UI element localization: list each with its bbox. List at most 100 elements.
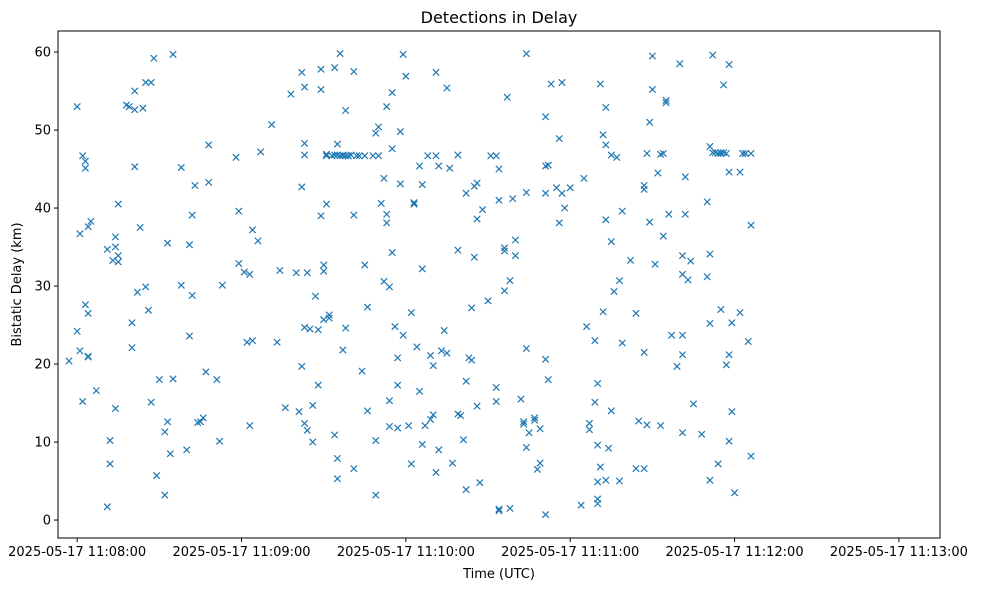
data-point <box>602 476 610 484</box>
data-point <box>292 269 300 277</box>
data-point <box>640 185 648 193</box>
data-point <box>394 424 402 432</box>
data-point <box>722 361 730 369</box>
data-point <box>651 260 659 268</box>
data-point <box>717 305 725 314</box>
data-point <box>432 68 440 76</box>
data-point <box>678 331 687 339</box>
data-point <box>426 415 435 424</box>
data-point <box>322 200 331 208</box>
data-point <box>87 217 95 225</box>
data-point <box>111 243 120 251</box>
data-point <box>454 151 462 159</box>
data-point <box>188 211 196 219</box>
data-point <box>541 355 550 364</box>
data-point <box>665 210 673 218</box>
data-point <box>632 464 640 473</box>
data-point <box>161 428 169 436</box>
y-tick-label: 60 <box>34 46 51 61</box>
data-point <box>602 216 610 224</box>
data-point <box>722 149 730 158</box>
data-point <box>566 184 574 192</box>
data-point <box>150 54 158 62</box>
data-point <box>667 331 676 339</box>
data-point <box>352 152 361 160</box>
data-point <box>678 429 687 437</box>
data-point <box>306 325 314 333</box>
data-point <box>728 408 736 416</box>
data-point <box>607 407 615 415</box>
data-point <box>287 90 295 98</box>
y-axis-title: Bistatic Delay (km) <box>10 222 25 346</box>
data-point <box>355 152 363 160</box>
data-point <box>739 149 747 158</box>
data-point <box>235 207 243 215</box>
data-point <box>500 244 509 252</box>
data-point <box>635 417 643 425</box>
data-point <box>199 414 207 422</box>
data-point <box>618 207 626 215</box>
data-point <box>632 309 640 317</box>
data-point <box>374 152 383 160</box>
data-point <box>500 247 509 255</box>
data-point <box>615 477 624 485</box>
data-point <box>525 429 533 437</box>
data-point <box>495 165 503 173</box>
data-point <box>615 276 624 285</box>
data-point <box>163 418 172 426</box>
data-point <box>580 174 588 183</box>
data-point <box>593 500 602 508</box>
data-point <box>555 135 563 143</box>
data-point <box>385 397 394 405</box>
data-point <box>709 51 717 59</box>
data-point <box>410 200 418 208</box>
x-tick-label: 2025-05-17 11:10:00 <box>337 545 475 560</box>
data-point <box>429 361 437 370</box>
data-point <box>725 60 733 69</box>
data-point <box>747 221 755 229</box>
data-point <box>383 103 391 111</box>
data-point <box>133 288 142 296</box>
data-point <box>177 281 185 289</box>
data-point <box>188 291 196 300</box>
data-point <box>484 297 492 305</box>
data-point <box>467 356 476 364</box>
data-point <box>555 219 563 227</box>
data-point <box>314 381 322 389</box>
plot-frame <box>57 30 941 539</box>
data-point <box>155 376 163 384</box>
data-point <box>131 106 139 114</box>
data-point <box>558 189 566 197</box>
data-point <box>317 65 325 73</box>
data-point <box>314 326 322 334</box>
data-point <box>747 149 755 158</box>
data-point <box>325 314 333 322</box>
data-point <box>678 351 687 359</box>
data-point <box>407 460 415 468</box>
data-point <box>147 398 155 406</box>
data-point <box>613 153 621 161</box>
data-point <box>295 408 303 416</box>
data-point <box>478 205 487 214</box>
data-point <box>415 387 424 395</box>
data-point <box>333 140 342 148</box>
data-point <box>147 78 155 87</box>
data-point <box>596 80 604 88</box>
data-point <box>73 103 81 111</box>
data-point <box>196 418 205 426</box>
data-point <box>300 139 309 147</box>
data-point <box>536 459 544 467</box>
data-point <box>317 212 325 220</box>
data-point <box>640 464 648 473</box>
data-point <box>388 88 396 97</box>
data-point <box>248 226 257 234</box>
data-point <box>136 223 144 232</box>
data-point <box>646 218 654 226</box>
data-point <box>79 152 87 160</box>
data-point <box>361 152 369 160</box>
data-point <box>418 440 426 449</box>
data-point <box>659 232 667 240</box>
data-point <box>435 162 443 170</box>
data-point <box>320 261 328 269</box>
data-point <box>648 85 657 94</box>
